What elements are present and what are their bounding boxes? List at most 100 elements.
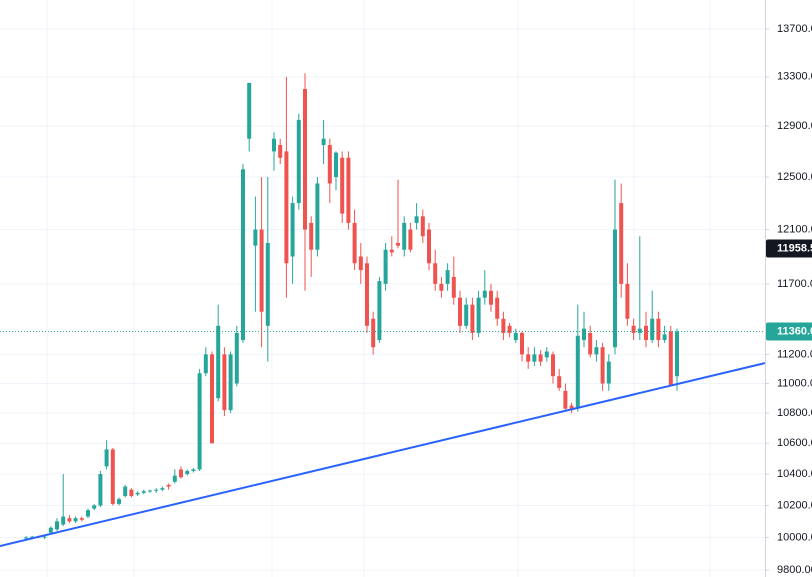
candle-body (458, 297, 462, 326)
candle-body (520, 332, 524, 355)
price-tag-label: 11958.50 (777, 242, 812, 254)
candle-body (588, 332, 593, 355)
candle-body (148, 490, 152, 492)
candle-body (464, 304, 469, 326)
y-tick-label: 10600.00 (777, 437, 812, 449)
candle-body (265, 242, 270, 326)
candle-body (210, 354, 214, 444)
candle-body (98, 474, 103, 506)
candle-body (216, 325, 221, 399)
candle-body (637, 328, 642, 333)
candle-body (389, 249, 394, 253)
candle-body (346, 157, 351, 223)
candle-body (321, 138, 326, 146)
y-tick-label: 12500.00 (777, 171, 812, 183)
candle-body (334, 152, 338, 178)
candle-body (544, 351, 549, 358)
candle-body (371, 318, 376, 348)
vertical-grid (46, 0, 711, 577)
y-tick-label: 13700.00 (777, 23, 812, 35)
candle-body (73, 518, 78, 522)
candle-body (470, 304, 475, 333)
candle-body (160, 488, 165, 490)
y-tick-label: 11000.00 (777, 377, 812, 389)
candle-body (575, 335, 580, 409)
y-tick-label: 10400.00 (777, 468, 812, 480)
candle-body (600, 347, 605, 384)
candle-body (284, 151, 289, 264)
candle-body (631, 325, 636, 333)
y-tick-label: 12900.00 (777, 120, 812, 132)
candle-body (538, 354, 543, 362)
candle-body (30, 536, 35, 538)
candle-body (241, 169, 245, 341)
price-tag (766, 239, 812, 258)
candle-body (532, 354, 537, 362)
horizontal-grid (0, 28, 765, 571)
candle-body (228, 354, 233, 411)
candle-body (309, 222, 314, 250)
candle-body (383, 249, 388, 284)
candle-body (668, 331, 673, 385)
candle-body (526, 354, 531, 362)
y-tick-label: 10200.00 (777, 499, 812, 511)
candle-body (557, 376, 562, 388)
candle-body (172, 475, 177, 482)
candle-body (414, 216, 419, 223)
candle-body (123, 486, 128, 496)
candle-body (594, 347, 599, 355)
candle-body (67, 518, 72, 522)
candle-body (79, 518, 84, 520)
candle-body (513, 332, 518, 341)
candle-body (352, 222, 357, 264)
candle-body (495, 297, 500, 319)
candle-body (675, 331, 679, 377)
y-tick-label: 11700.00 (777, 278, 812, 290)
candle-body (662, 334, 667, 341)
candle-body (482, 290, 487, 298)
candle-body (606, 361, 611, 384)
candle-body (551, 354, 555, 377)
candle-body (290, 203, 295, 257)
candle-body (656, 318, 661, 341)
candle-body (86, 510, 90, 517)
candle-body (476, 297, 481, 333)
candle-body (445, 270, 450, 284)
candle-body (129, 489, 134, 496)
y-tick-label: 13300.00 (777, 71, 812, 83)
candle-body (61, 516, 66, 525)
candle-body (365, 263, 369, 326)
price-tag-label: 11360.00 (777, 325, 812, 337)
candles (24, 73, 679, 540)
candle-body (427, 229, 431, 264)
price-axis-panel (765, 0, 812, 577)
candle-body (55, 521, 59, 530)
candle-body (377, 281, 382, 341)
price-tag (766, 322, 812, 341)
candle-body (92, 505, 97, 509)
candle-body (117, 499, 121, 504)
trendline (0, 362, 766, 547)
candle-body (104, 449, 109, 467)
candle-body (203, 354, 208, 374)
candle-body (259, 229, 264, 312)
candle-body (222, 354, 227, 411)
candle-body (433, 263, 438, 284)
candle-body (234, 332, 239, 384)
y-tick-label: 10000.00 (777, 531, 812, 543)
candle-body (247, 82, 252, 139)
candle-body (489, 290, 493, 305)
candle-body (24, 537, 28, 539)
candle-body (396, 242, 400, 246)
candle-body (644, 325, 648, 341)
candle-body (563, 390, 568, 409)
candle-body (439, 283, 444, 291)
candle-body (420, 216, 425, 237)
candle-body (340, 157, 345, 214)
candle-body (48, 527, 53, 533)
candle-body (141, 491, 146, 493)
y-tick-label: 12100.00 (777, 223, 812, 235)
candle-body (619, 203, 624, 284)
